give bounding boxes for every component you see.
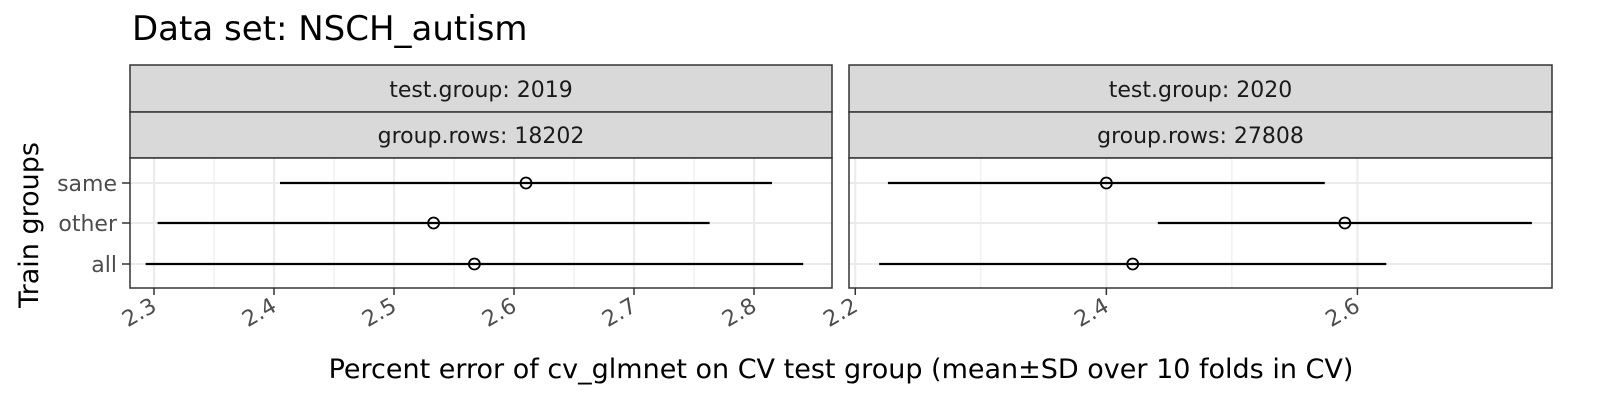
x-tick-label: 2.4 <box>1071 294 1114 333</box>
x-axis-title: Percent error of cv_glmnet on CV test gr… <box>329 354 1354 385</box>
facet-strip-group-rows <box>848 111 1553 159</box>
facet-strip-test-group <box>129 64 833 113</box>
point-all <box>1126 257 1140 271</box>
facet-label-group-rows: group.rows: 27808 <box>1097 124 1304 149</box>
y-axis-title: Train groups <box>14 142 45 309</box>
x-tick-label: 2.3 <box>118 294 161 333</box>
point-other <box>1338 216 1352 230</box>
chart-title: Data set: NSCH_autism <box>132 9 528 49</box>
x-tick-label: 2.7 <box>598 294 641 333</box>
panel-2020: test.group: 2020 group.rows: 27808 2.2 2.4 2… <box>819 64 1553 333</box>
point-same <box>1099 176 1113 190</box>
panel-2019: test.group: 2019 group.rows: 18202 2.3 2.4 2… <box>118 64 833 333</box>
x-tick-label: 2.4 <box>238 294 281 333</box>
point-other <box>427 216 441 230</box>
facet-label-test-group: test.group: 2020 <box>1109 78 1293 103</box>
point-all <box>467 257 481 271</box>
y-tick-label: same <box>57 172 117 197</box>
panel-border <box>129 157 833 289</box>
x-tick-label: 2.6 <box>1322 294 1365 333</box>
x-tick-label: 2.5 <box>358 294 401 333</box>
facet-label-group-rows: group.rows: 18202 <box>378 124 585 149</box>
facet-panels: same other all test.group: 2019 group.rows: … <box>57 64 1553 333</box>
panel-border <box>848 157 1553 289</box>
y-tick-label: other <box>58 212 118 237</box>
point-same <box>519 176 533 190</box>
facet-strip-group-rows <box>129 111 833 159</box>
facet-strip-test-group <box>848 64 1553 113</box>
x-tick-label: 2.6 <box>478 294 521 333</box>
x-tick-label: 2.2 <box>819 294 862 333</box>
y-tick-label: all <box>91 253 117 278</box>
x-tick-label: 2.8 <box>718 294 761 333</box>
facet-label-test-group: test.group: 2019 <box>389 78 573 103</box>
